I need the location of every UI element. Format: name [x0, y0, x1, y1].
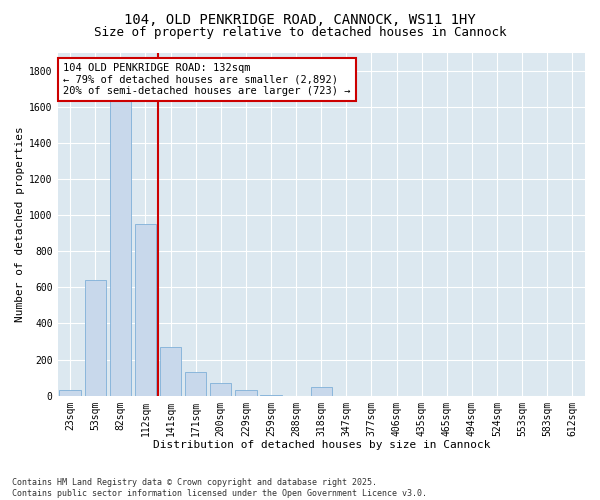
Bar [160, 347, 181, 396]
Text: 104, OLD PENKRIDGE ROAD, CANNOCK, WS11 1HY: 104, OLD PENKRIDGE ROAD, CANNOCK, WS11 1… [124, 12, 476, 26]
Bar [59, 390, 81, 396]
Bar [260, 395, 282, 396]
Bar [235, 390, 257, 396]
X-axis label: Distribution of detached houses by size in Cannock: Distribution of detached houses by size … [152, 440, 490, 450]
Text: Contains HM Land Registry data © Crown copyright and database right 2025.
Contai: Contains HM Land Registry data © Crown c… [12, 478, 427, 498]
Bar [85, 280, 106, 396]
Bar [185, 372, 206, 396]
Y-axis label: Number of detached properties: Number of detached properties [15, 126, 25, 322]
Text: Size of property relative to detached houses in Cannock: Size of property relative to detached ho… [94, 26, 506, 39]
Bar [210, 383, 232, 396]
Bar [311, 386, 332, 396]
Bar [135, 224, 156, 396]
Bar [110, 85, 131, 396]
Text: 104 OLD PENKRIDGE ROAD: 132sqm
← 79% of detached houses are smaller (2,892)
20% : 104 OLD PENKRIDGE ROAD: 132sqm ← 79% of … [63, 63, 350, 96]
